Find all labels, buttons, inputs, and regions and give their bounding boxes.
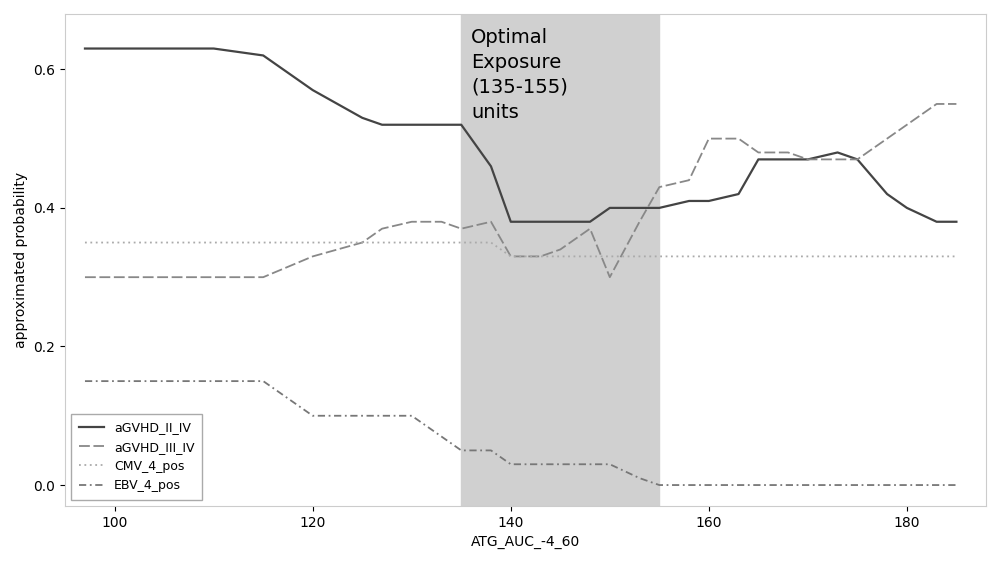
aGVHD_III_IV	[435, 218, 447, 225]
Y-axis label: approximated probability: approximated probability	[14, 172, 28, 348]
EBV_4_pos	[752, 482, 764, 489]
aGVHD_III_IV	[782, 149, 794, 156]
aGVHD_II_IV	[733, 191, 745, 198]
aGVHD_II_IV	[950, 218, 962, 225]
aGVHD_II_IV	[79, 45, 91, 52]
aGVHD_III_IV	[208, 274, 220, 280]
aGVHD_III_IV	[534, 253, 546, 260]
CMV_4_pos	[356, 239, 368, 246]
CMV_4_pos	[376, 239, 388, 246]
aGVHD_III_IV	[950, 101, 962, 108]
aGVHD_II_IV	[109, 45, 121, 52]
aGVHD_III_IV	[703, 135, 715, 142]
aGVHD_II_IV	[406, 122, 418, 128]
EBV_4_pos	[257, 378, 269, 385]
aGVHD_III_IV	[554, 246, 566, 253]
aGVHD_II_IV	[604, 204, 616, 211]
CMV_4_pos	[604, 253, 616, 260]
aGVHD_II_IV	[435, 122, 447, 128]
aGVHD_III_IV	[376, 225, 388, 232]
aGVHD_II_IV	[584, 218, 596, 225]
CMV_4_pos	[802, 253, 814, 260]
CMV_4_pos	[208, 239, 220, 246]
EBV_4_pos	[802, 482, 814, 489]
aGVHD_III_IV	[158, 274, 170, 280]
aGVHD_III_IV	[881, 135, 893, 142]
aGVHD_II_IV	[752, 156, 764, 163]
CMV_4_pos	[406, 239, 418, 246]
aGVHD_III_IV	[901, 122, 913, 128]
EBV_4_pos	[703, 482, 715, 489]
aGVHD_III_IV	[604, 274, 616, 280]
CMV_4_pos	[653, 253, 665, 260]
CMV_4_pos	[554, 253, 566, 260]
EBV_4_pos	[356, 412, 368, 419]
EBV_4_pos	[208, 378, 220, 385]
aGVHD_III_IV	[931, 101, 943, 108]
Line: EBV_4_pos: EBV_4_pos	[85, 381, 956, 485]
aGVHD_III_IV	[109, 274, 121, 280]
EBV_4_pos	[584, 461, 596, 468]
EBV_4_pos	[931, 482, 943, 489]
Line: aGVHD_III_IV: aGVHD_III_IV	[85, 104, 956, 277]
CMV_4_pos	[584, 253, 596, 260]
CMV_4_pos	[832, 253, 844, 260]
EBV_4_pos	[832, 482, 844, 489]
EBV_4_pos	[435, 433, 447, 440]
aGVHD_III_IV	[683, 177, 695, 184]
Text: Optimal
Exposure
(135-155)
units: Optimal Exposure (135-155) units	[471, 28, 568, 122]
aGVHD_II_IV	[376, 122, 388, 128]
aGVHD_III_IV	[485, 218, 497, 225]
EBV_4_pos	[683, 482, 695, 489]
EBV_4_pos	[901, 482, 913, 489]
CMV_4_pos	[534, 253, 546, 260]
aGVHD_III_IV	[584, 225, 596, 232]
CMV_4_pos	[950, 253, 962, 260]
aGVHD_II_IV	[782, 156, 794, 163]
aGVHD_II_IV	[534, 218, 546, 225]
CMV_4_pos	[851, 253, 863, 260]
EBV_4_pos	[554, 461, 566, 468]
aGVHD_II_IV	[455, 122, 467, 128]
aGVHD_II_IV	[703, 198, 715, 204]
EBV_4_pos	[406, 412, 418, 419]
CMV_4_pos	[881, 253, 893, 260]
CMV_4_pos	[634, 253, 646, 260]
EBV_4_pos	[881, 482, 893, 489]
EBV_4_pos	[733, 482, 745, 489]
EBV_4_pos	[634, 475, 646, 481]
Line: aGVHD_II_IV: aGVHD_II_IV	[85, 48, 956, 222]
EBV_4_pos	[604, 461, 616, 468]
aGVHD_III_IV	[733, 135, 745, 142]
EBV_4_pos	[782, 482, 794, 489]
EBV_4_pos	[158, 378, 170, 385]
aGVHD_III_IV	[406, 218, 418, 225]
aGVHD_III_IV	[752, 149, 764, 156]
aGVHD_II_IV	[832, 149, 844, 156]
aGVHD_III_IV	[802, 156, 814, 163]
CMV_4_pos	[733, 253, 745, 260]
EBV_4_pos	[109, 378, 121, 385]
aGVHD_II_IV	[881, 191, 893, 198]
EBV_4_pos	[534, 461, 546, 468]
aGVHD_III_IV	[505, 253, 517, 260]
EBV_4_pos	[376, 412, 388, 419]
aGVHD_II_IV	[208, 45, 220, 52]
aGVHD_II_IV	[634, 204, 646, 211]
EBV_4_pos	[485, 447, 497, 454]
aGVHD_II_IV	[901, 204, 913, 211]
aGVHD_II_IV	[307, 87, 319, 93]
CMV_4_pos	[455, 239, 467, 246]
EBV_4_pos	[851, 482, 863, 489]
Legend: aGVHD_II_IV, aGVHD_III_IV, CMV_4_pos, EBV_4_pos: aGVHD_II_IV, aGVHD_III_IV, CMV_4_pos, EB…	[71, 414, 202, 499]
CMV_4_pos	[307, 239, 319, 246]
Bar	[461, 14, 659, 506]
EBV_4_pos	[505, 461, 517, 468]
CMV_4_pos	[485, 239, 497, 246]
aGVHD_II_IV	[653, 204, 665, 211]
CMV_4_pos	[158, 239, 170, 246]
aGVHD_III_IV	[257, 274, 269, 280]
EBV_4_pos	[653, 482, 665, 489]
aGVHD_II_IV	[158, 45, 170, 52]
EBV_4_pos	[307, 412, 319, 419]
